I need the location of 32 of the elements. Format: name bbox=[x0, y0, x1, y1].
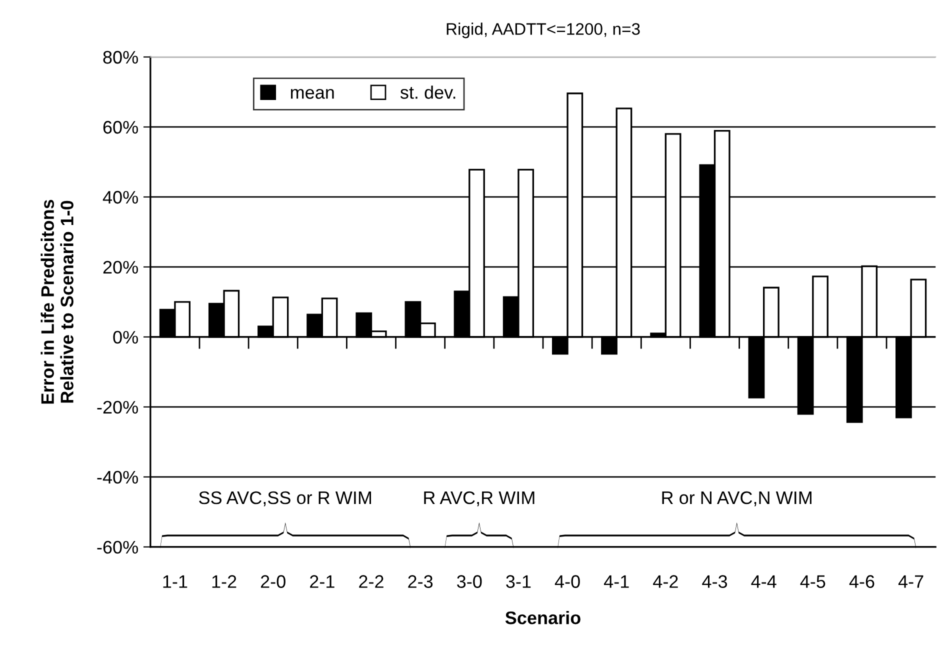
legend-label: st. dev. bbox=[400, 86, 456, 99]
x-tick-label: 4-1 bbox=[604, 575, 629, 588]
y-tick-label: 60% bbox=[103, 120, 138, 134]
x-tick-label: 2-2 bbox=[359, 575, 384, 588]
x-tick-label: 4-6 bbox=[849, 575, 874, 588]
annotation: R AVC,R WIM bbox=[424, 491, 534, 506]
x-tick-label: 4-3 bbox=[702, 575, 728, 588]
y-tick-label: 80% bbox=[103, 50, 138, 64]
x-tick-label: 4-4 bbox=[751, 575, 776, 588]
x-tick-label: 2-3 bbox=[408, 575, 433, 588]
x-tick-label: 1-2 bbox=[212, 575, 236, 588]
y-tick-label: 20% bbox=[103, 260, 138, 274]
x-tick-label: 1-1 bbox=[163, 575, 188, 588]
x-axis-title: Scenario bbox=[505, 610, 580, 624]
x-tick-label: 4-7 bbox=[898, 575, 924, 588]
y-tick-label: -20% bbox=[97, 400, 138, 414]
chart-title: Rigid, AADTT<=1200, n=3 bbox=[446, 22, 640, 38]
y-tick-label: -60% bbox=[97, 540, 138, 554]
y-tick-label: 40% bbox=[102, 190, 138, 204]
x-tick-label: 4-0 bbox=[554, 575, 580, 588]
x-tick-label: 4-2 bbox=[653, 575, 678, 588]
y-tick-label: -40% bbox=[97, 470, 138, 484]
x-tick-label: 2-0 bbox=[260, 575, 286, 588]
y-axis-title: Error in Life Predicitons Relative to Scenario 1-0 bbox=[40, 200, 74, 404]
x-tick-label: 4-5 bbox=[800, 575, 826, 588]
legend-label: mean bbox=[290, 88, 334, 99]
x-tick-label: 3-0 bbox=[457, 575, 482, 588]
x-tick-label: 2-1 bbox=[310, 575, 334, 588]
annotation: R or N AVC,N WIM bbox=[662, 491, 812, 506]
y-tick-label: 0% bbox=[113, 330, 138, 344]
x-tick-label: 3-1 bbox=[506, 575, 531, 588]
annotation: SS AVC,SS or R WIM bbox=[199, 491, 372, 506]
